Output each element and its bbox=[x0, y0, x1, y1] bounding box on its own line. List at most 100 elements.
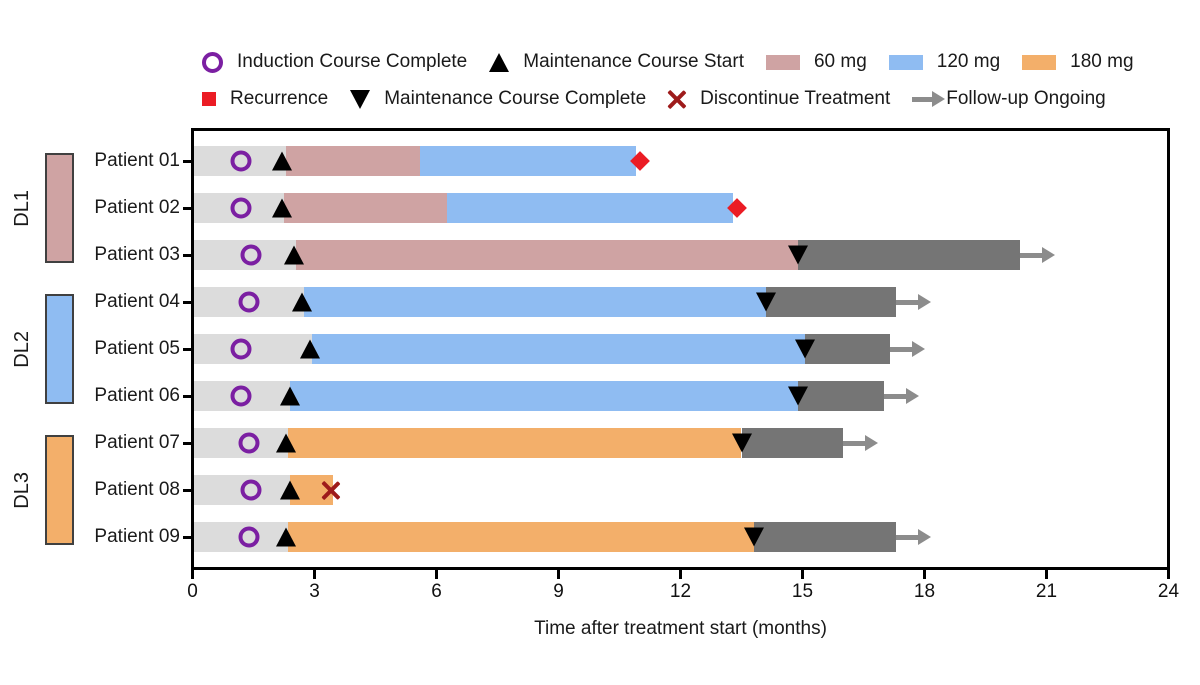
legend-item-label: 180 mg bbox=[1070, 51, 1134, 72]
patient-label: Patient 08 bbox=[94, 479, 180, 501]
bar-segment-follow-up bbox=[765, 287, 897, 318]
discontinue-marker bbox=[322, 481, 340, 499]
followup-ongoing-arrow bbox=[883, 388, 919, 405]
maintenance-start-marker bbox=[280, 480, 301, 500]
legend-item: Maintenance Course Start bbox=[489, 51, 744, 73]
x-tick-label: 15 bbox=[791, 581, 814, 602]
induction-complete-marker bbox=[230, 338, 252, 360]
y-axis-tick bbox=[183, 488, 191, 492]
dose-60mg-swatch bbox=[765, 54, 800, 70]
induction-complete-icon bbox=[202, 51, 223, 73]
x-tick-label: 3 bbox=[309, 581, 320, 602]
dose-level-box-DL3 bbox=[45, 435, 74, 546]
legend-item: Recurrence bbox=[202, 88, 328, 110]
maintenance-start-marker bbox=[271, 151, 292, 171]
induction-complete-marker bbox=[240, 244, 262, 266]
patient-label: Patient 09 bbox=[94, 526, 180, 548]
patient-label: Patient 07 bbox=[94, 432, 180, 454]
legend-item-label: 120 mg bbox=[936, 51, 1001, 72]
bar-segment-120mg bbox=[290, 381, 799, 412]
legend-item: Maintenance Course Complete bbox=[350, 88, 646, 110]
y-axis-tick bbox=[183, 253, 191, 257]
x-tick-label: 21 bbox=[1035, 581, 1058, 602]
x-axis-tick bbox=[191, 570, 194, 579]
followup-ongoing-arrow bbox=[843, 435, 879, 452]
legend-row-2: Recurrence Maintenance Course Complete Dis… bbox=[202, 87, 1106, 111]
induction-complete-marker bbox=[230, 197, 252, 219]
maintenance-complete-marker bbox=[755, 292, 776, 312]
x-tick-label: 6 bbox=[431, 581, 442, 602]
x-axis-tick bbox=[435, 570, 438, 579]
legend-item: Induction Course Complete bbox=[202, 51, 467, 73]
legend-item-label: Maintenance Course Complete bbox=[384, 88, 647, 109]
y-axis-tick bbox=[183, 159, 191, 163]
x-tick-label: 12 bbox=[669, 581, 692, 602]
patient-label: Patient 06 bbox=[94, 385, 180, 407]
maintenance-start-marker bbox=[300, 339, 321, 359]
followup-ongoing-arrow bbox=[1020, 247, 1056, 264]
x-tick-label: 9 bbox=[553, 581, 564, 602]
dose-120mg-swatch bbox=[888, 54, 923, 70]
maintenance-start-marker bbox=[271, 198, 292, 218]
legend-item: 60 mg bbox=[765, 51, 867, 73]
bar-segment-180mg bbox=[288, 522, 754, 553]
dose-level-box-DL1 bbox=[45, 153, 74, 264]
y-axis-tick bbox=[183, 300, 191, 304]
induction-complete-marker bbox=[238, 526, 260, 548]
maintenance-start-marker bbox=[284, 245, 305, 265]
patient-label: Patient 04 bbox=[94, 291, 180, 313]
x-axis-tick bbox=[679, 570, 682, 579]
induction-complete-marker bbox=[238, 432, 260, 454]
dose-level-box-DL2 bbox=[45, 294, 74, 405]
bar-segment-180mg bbox=[288, 428, 742, 459]
legend-item: Discontinue Treatment bbox=[668, 88, 890, 110]
maintenance-start-icon bbox=[489, 52, 510, 72]
bar-segment-follow-up bbox=[741, 428, 844, 459]
induction-complete-marker bbox=[230, 385, 252, 407]
bar-segment-60mg bbox=[284, 193, 447, 224]
followup-arrow-icon bbox=[912, 91, 946, 107]
bar-segment-60mg bbox=[286, 146, 421, 176]
bar-segment-induction bbox=[192, 334, 313, 365]
followup-ongoing-arrow bbox=[896, 294, 932, 311]
x-axis-tick bbox=[1167, 570, 1170, 579]
x-axis-tick bbox=[557, 570, 560, 579]
x-tick-label: 0 bbox=[187, 581, 198, 602]
y-axis-tick bbox=[183, 535, 191, 539]
maintenance-complete-marker bbox=[788, 245, 809, 265]
recurrence-icon bbox=[202, 92, 216, 106]
bar-segment-follow-up bbox=[804, 334, 890, 365]
maintenance-complete-marker bbox=[743, 527, 764, 547]
maintenance-start-marker bbox=[292, 292, 313, 312]
dose-180mg-swatch bbox=[1022, 54, 1057, 70]
x-axis-tick bbox=[923, 570, 926, 579]
bar-segment-follow-up bbox=[753, 522, 897, 553]
patient-label: Patient 02 bbox=[94, 197, 180, 219]
maintenance-complete-marker bbox=[788, 386, 809, 406]
x-tick-label: 24 bbox=[1157, 581, 1180, 602]
maintenance-start-marker bbox=[276, 433, 297, 453]
legend-item: Follow-up Ongoing bbox=[912, 88, 1106, 110]
followup-ongoing-arrow bbox=[889, 341, 925, 358]
x-axis-tick bbox=[313, 570, 316, 579]
x-tick-label: 18 bbox=[913, 581, 936, 602]
maintenance-start-marker bbox=[276, 527, 297, 547]
x-axis-tick bbox=[1045, 570, 1048, 579]
maintenance-complete-marker bbox=[731, 433, 752, 453]
legend-item: 120 mg bbox=[888, 51, 1001, 73]
y-axis-tick bbox=[183, 347, 191, 351]
x-axis-tick bbox=[801, 570, 804, 579]
patient-label: Patient 03 bbox=[94, 244, 180, 266]
bar-segment-120mg bbox=[420, 146, 636, 176]
legend-item-label: Follow-up Ongoing bbox=[946, 88, 1106, 109]
followup-ongoing-arrow bbox=[896, 529, 932, 546]
y-axis-tick bbox=[183, 206, 191, 210]
induction-complete-marker bbox=[240, 479, 262, 501]
bar-segment-follow-up bbox=[798, 240, 1021, 271]
legend-item-label: Recurrence bbox=[230, 88, 329, 109]
y-axis-tick bbox=[183, 441, 191, 445]
bar-segment-60mg bbox=[296, 240, 799, 271]
bar-segment-120mg bbox=[304, 287, 766, 318]
legend-item: 180 mg bbox=[1022, 51, 1134, 73]
